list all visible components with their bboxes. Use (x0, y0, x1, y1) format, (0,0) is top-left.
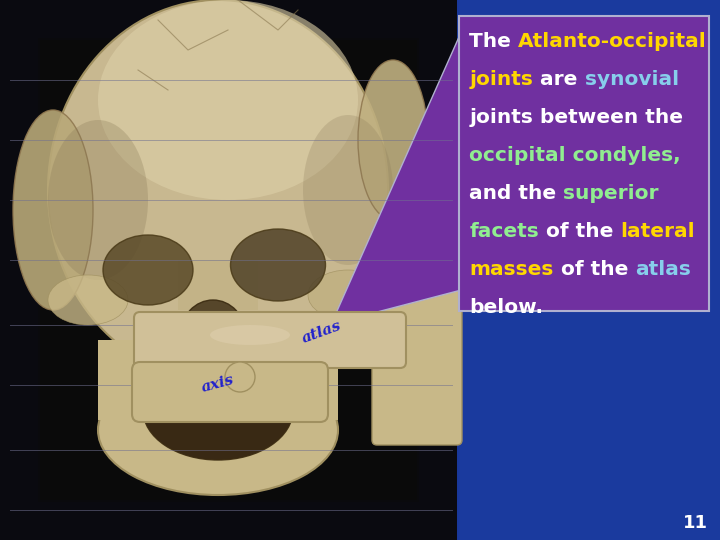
Text: atlas: atlas (635, 260, 691, 279)
FancyBboxPatch shape (134, 312, 406, 368)
Ellipse shape (210, 325, 290, 345)
Bar (16, 16, 441, 524)
Bar (26, 26, 431, 514)
Ellipse shape (225, 362, 255, 392)
Polygon shape (331, 36, 459, 324)
Bar (30, 30, 427, 510)
Text: facets: facets (469, 222, 539, 241)
Bar (12, 12, 445, 528)
Ellipse shape (308, 270, 388, 320)
Bar (32, 32, 425, 508)
Ellipse shape (303, 115, 393, 265)
Ellipse shape (143, 360, 293, 460)
Bar (459, 16, 709, 310)
Text: of the: of the (539, 222, 621, 241)
Ellipse shape (181, 300, 246, 370)
Ellipse shape (230, 229, 325, 301)
Bar (36, 36, 421, 504)
Bar (22, 22, 435, 518)
Text: of the: of the (554, 260, 635, 279)
Bar (0, 0, 457, 540)
Text: superior: superior (564, 184, 659, 203)
Bar (178, 260, 258, 310)
Bar (14, 14, 443, 526)
FancyBboxPatch shape (372, 275, 462, 445)
Bar (2, 2, 455, 538)
Text: atlas: atlas (300, 319, 343, 346)
Bar (38, 38, 419, 502)
Bar (98, 340, 338, 420)
Bar (6, 6, 451, 534)
Bar (10, 10, 447, 530)
Text: 11: 11 (683, 514, 708, 532)
Ellipse shape (13, 110, 93, 310)
Text: joints between the: joints between the (469, 108, 683, 127)
Ellipse shape (98, 0, 358, 200)
Bar (28, 28, 429, 512)
Text: lateral: lateral (621, 222, 695, 241)
Text: axis: axis (200, 373, 236, 395)
Bar (34, 34, 423, 506)
Text: The: The (469, 32, 518, 51)
Ellipse shape (48, 0, 388, 380)
Text: occipital condyles,: occipital condyles, (469, 146, 681, 165)
Text: synovial: synovial (585, 70, 679, 89)
Text: masses: masses (469, 260, 554, 279)
Bar (0, 0, 457, 540)
Text: joints: joints (469, 70, 534, 89)
Text: and the: and the (469, 184, 564, 203)
Bar (4, 4, 453, 536)
Ellipse shape (98, 365, 338, 495)
Ellipse shape (358, 60, 428, 220)
Bar (20, 20, 437, 520)
Text: are: are (534, 70, 585, 89)
Text: Atlanto-occipital: Atlanto-occipital (518, 32, 707, 51)
Ellipse shape (103, 235, 193, 305)
Ellipse shape (48, 120, 148, 280)
FancyBboxPatch shape (132, 362, 328, 422)
Text: below.: below. (469, 298, 544, 317)
Ellipse shape (48, 275, 128, 325)
Bar (24, 24, 433, 516)
Bar (8, 8, 449, 532)
Bar (18, 18, 439, 522)
